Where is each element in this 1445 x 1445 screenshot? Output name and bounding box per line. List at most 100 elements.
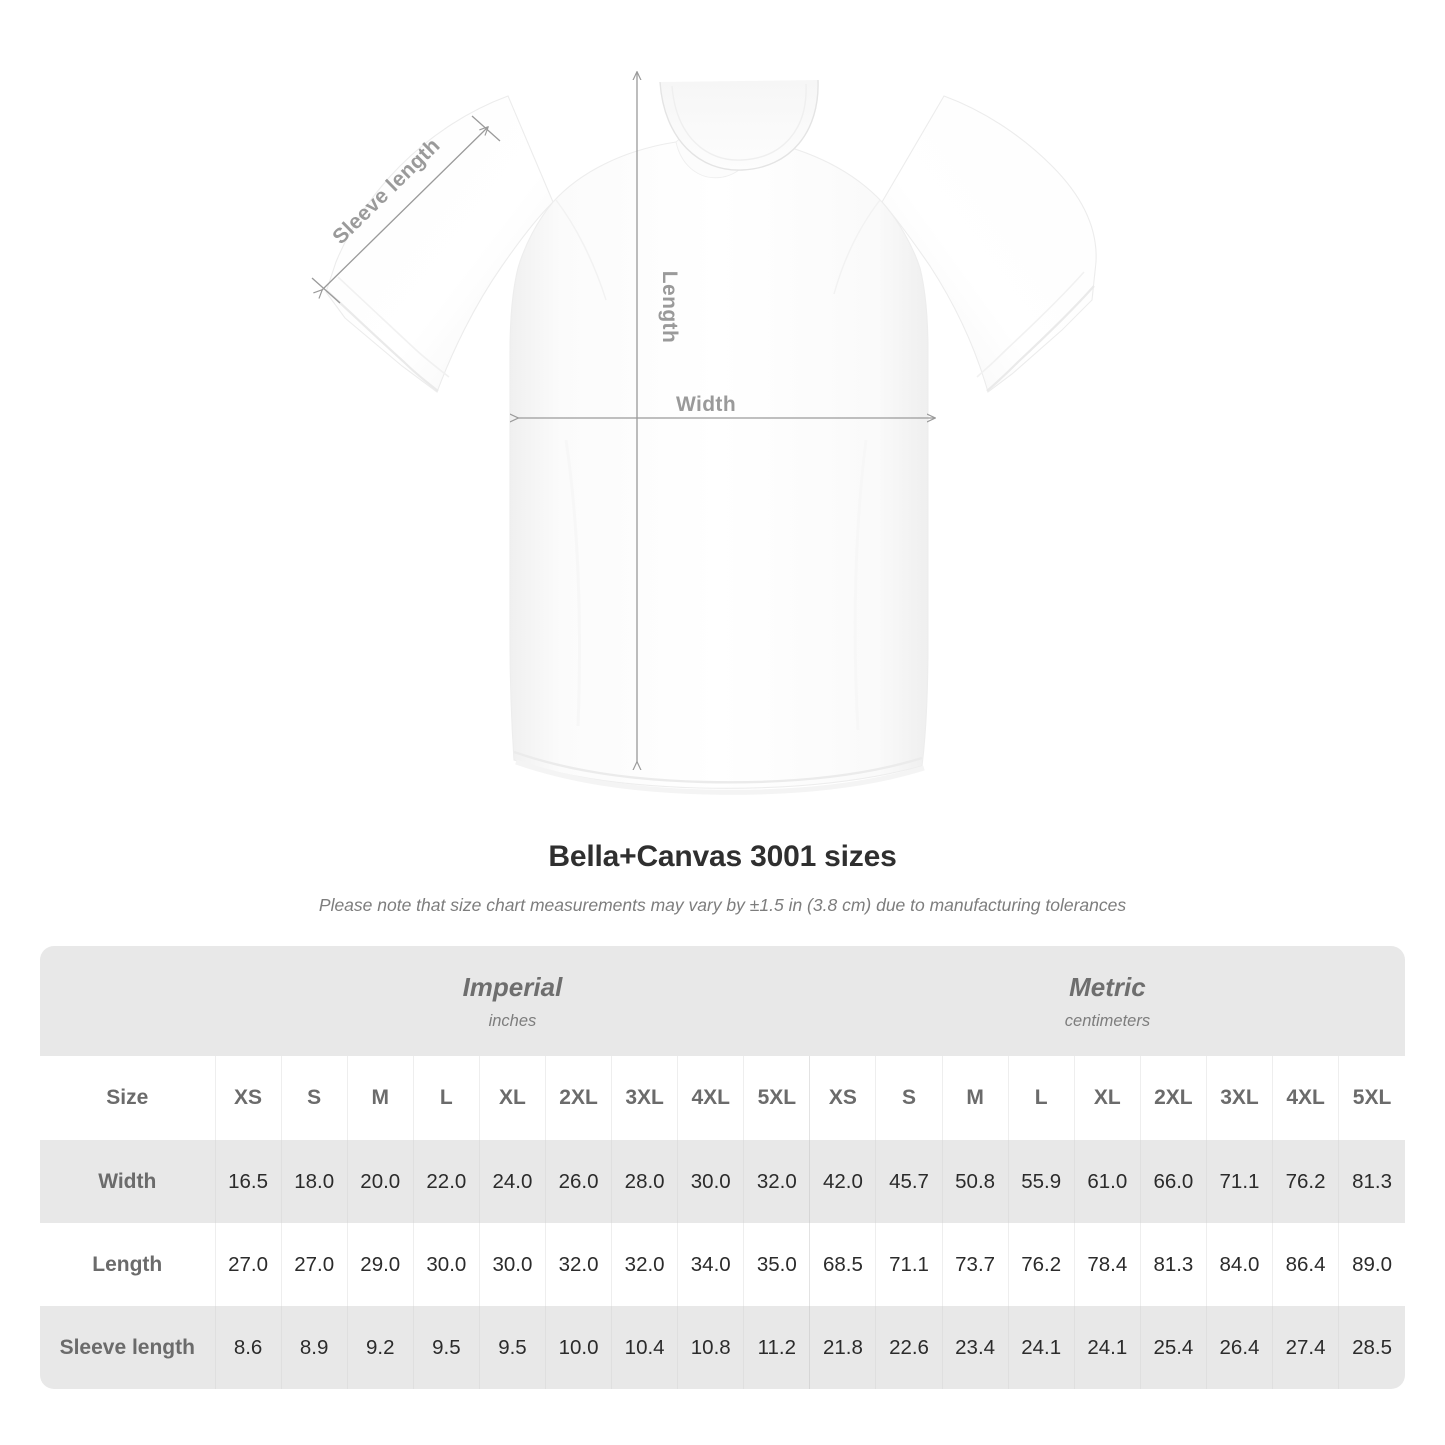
length-label: Length [658, 271, 681, 343]
cell-width-imp-4xl: 30.0 [677, 1140, 744, 1223]
cell-sleeve-imp-4xl: 10.8 [677, 1306, 744, 1389]
cell-sleeve-met-m: 23.4 [941, 1306, 1009, 1389]
cell-width-met-s: 45.7 [875, 1140, 943, 1223]
cell-sleeve-met-3xl: 26.4 [1205, 1306, 1273, 1389]
tolerance-note: Please note that size chart measurements… [318, 895, 1127, 915]
cell-length-met-xs: 68.5 [809, 1223, 876, 1306]
col-header-met-m: M [941, 1056, 1009, 1140]
cell-length-met-2xl: 81.3 [1139, 1223, 1207, 1306]
unit-banner-row: Imperial inches Metric centimeters [40, 946, 1405, 1056]
col-header-imp-l: L [412, 1056, 480, 1140]
cell-length-imp-4xl: 34.0 [677, 1223, 744, 1306]
width-dimension: Width [518, 393, 935, 418]
cell-length-imp-3xl: 32.0 [611, 1223, 678, 1306]
row-label-sleeve-length: Sleeve length [40, 1306, 216, 1389]
cell-length-met-s: 71.1 [875, 1223, 943, 1306]
col-header-imp-5xl: 5XL [743, 1056, 810, 1140]
cell-length-met-l: 76.2 [1007, 1223, 1075, 1306]
cell-length-imp-m: 29.0 [346, 1223, 414, 1306]
tshirt-graphic [325, 79, 1097, 795]
cell-width-imp-xl: 24.0 [478, 1140, 546, 1223]
cell-length-met-5xl: 89.0 [1338, 1223, 1405, 1306]
cell-sleeve-imp-3xl: 10.4 [611, 1306, 678, 1389]
col-header-imp-xs: XS [214, 1056, 282, 1140]
cell-length-met-3xl: 84.0 [1205, 1223, 1273, 1306]
cell-width-met-4xl: 76.2 [1272, 1140, 1339, 1223]
page-title: Bella+Canvas 3001 sizes [548, 840, 897, 873]
cell-width-met-xs: 42.0 [809, 1140, 876, 1223]
cell-length-met-xl: 78.4 [1073, 1223, 1141, 1306]
cell-sleeve-imp-xs: 8.6 [214, 1306, 282, 1389]
cell-length-imp-l: 30.0 [412, 1223, 480, 1306]
col-header-met-5xl: 5XL [1338, 1056, 1405, 1140]
cell-sleeve-imp-m: 9.2 [346, 1306, 414, 1389]
size-chart-table: Imperial inches Metric centimeters Size … [40, 946, 1405, 1389]
tshirt-measurement-illustration: Sleeve length Length Width [311, 0, 1097, 795]
cell-length-imp-xl: 30.0 [478, 1223, 546, 1306]
cell-sleeve-met-xl: 24.1 [1073, 1306, 1141, 1389]
cell-sleeve-met-4xl: 27.4 [1272, 1306, 1339, 1389]
metric-banner: Metric centimeters [809, 946, 1405, 1056]
cell-sleeve-met-l: 24.1 [1007, 1306, 1075, 1389]
imperial-banner: Imperial inches [215, 946, 810, 1056]
col-header-met-3xl: 3XL [1205, 1056, 1273, 1140]
metric-unit-name: Metric [1069, 971, 1146, 1002]
col-header-imp-4xl: 4XL [677, 1056, 744, 1140]
cell-width-imp-m: 20.0 [346, 1140, 414, 1223]
cell-length-met-m: 73.7 [941, 1223, 1009, 1306]
left-shoulder-seam [555, 199, 607, 301]
cell-length-imp-xs: 27.0 [214, 1223, 282, 1306]
left-sleeve-hem [326, 290, 439, 392]
cell-length-imp-s: 27.0 [280, 1223, 348, 1306]
cell-width-imp-xs: 16.5 [214, 1140, 282, 1223]
right-sleeve [881, 95, 1097, 393]
col-header-imp-xl: XL [478, 1056, 546, 1140]
cell-sleeve-imp-s: 8.9 [280, 1306, 348, 1389]
cell-sleeve-imp-2xl: 10.0 [544, 1306, 612, 1389]
table-row: Sleeve length 8.6 8.9 9.2 9.5 9.5 10.0 1… [40, 1306, 1405, 1389]
col-header-met-4xl: 4XL [1272, 1056, 1339, 1140]
size-header-label: Size [40, 1056, 216, 1140]
metric-unit-sub: centimeters [1064, 1011, 1151, 1030]
fabric-fold-a [564, 439, 581, 727]
col-header-imp-m: M [346, 1056, 414, 1140]
cell-length-met-4xl: 86.4 [1272, 1223, 1339, 1306]
shirt-hem [513, 750, 923, 784]
right-sleeve-hem [986, 285, 1095, 392]
col-header-met-s: S [875, 1056, 943, 1140]
cell-width-met-3xl: 71.1 [1205, 1140, 1273, 1223]
cell-width-imp-3xl: 28.0 [611, 1140, 678, 1223]
shirt-body [509, 139, 929, 789]
right-shoulder-seam [833, 199, 881, 295]
cell-sleeve-met-2xl: 25.4 [1139, 1306, 1207, 1389]
col-header-met-l: L [1007, 1056, 1075, 1140]
cell-width-imp-5xl: 32.0 [743, 1140, 810, 1223]
col-header-met-2xl: 2XL [1139, 1056, 1207, 1140]
cell-width-met-5xl: 81.3 [1338, 1140, 1405, 1223]
right-sleeve-hem-inner [976, 271, 1085, 378]
size-chart-table-wrap: Imperial inches Metric centimeters Size … [40, 946, 1405, 1389]
neckline-inner [671, 83, 807, 161]
table-row: Length 27.0 27.0 29.0 30.0 30.0 32.0 32.… [40, 1223, 1405, 1306]
fabric-fold-b [853, 439, 868, 731]
banner-spacer [40, 946, 216, 1056]
row-label-width: Width [40, 1140, 216, 1223]
title-block: Bella+Canvas 3001 sizes Please note that… [0, 838, 1445, 916]
cell-length-imp-5xl: 35.0 [743, 1223, 810, 1306]
cell-sleeve-imp-xl: 9.5 [478, 1306, 546, 1389]
cell-width-imp-l: 22.0 [412, 1140, 480, 1223]
cell-width-imp-2xl: 26.0 [544, 1140, 612, 1223]
imperial-unit-name: Imperial [462, 971, 563, 1002]
cell-sleeve-met-xs: 21.8 [809, 1306, 876, 1389]
row-label-length: Length [40, 1223, 216, 1306]
col-header-met-xl: XL [1073, 1056, 1141, 1140]
cell-width-met-xl: 61.0 [1073, 1140, 1141, 1223]
cell-width-imp-s: 18.0 [280, 1140, 348, 1223]
table-row: Width 16.5 18.0 20.0 22.0 24.0 26.0 28.0… [40, 1140, 1405, 1223]
cell-length-imp-2xl: 32.0 [544, 1223, 612, 1306]
width-label: Width [676, 393, 736, 416]
cell-sleeve-met-s: 22.6 [875, 1306, 943, 1389]
col-header-met-xs: XS [809, 1056, 876, 1140]
imperial-unit-sub: inches [488, 1011, 537, 1030]
shirt-hem-shadow [515, 759, 925, 795]
